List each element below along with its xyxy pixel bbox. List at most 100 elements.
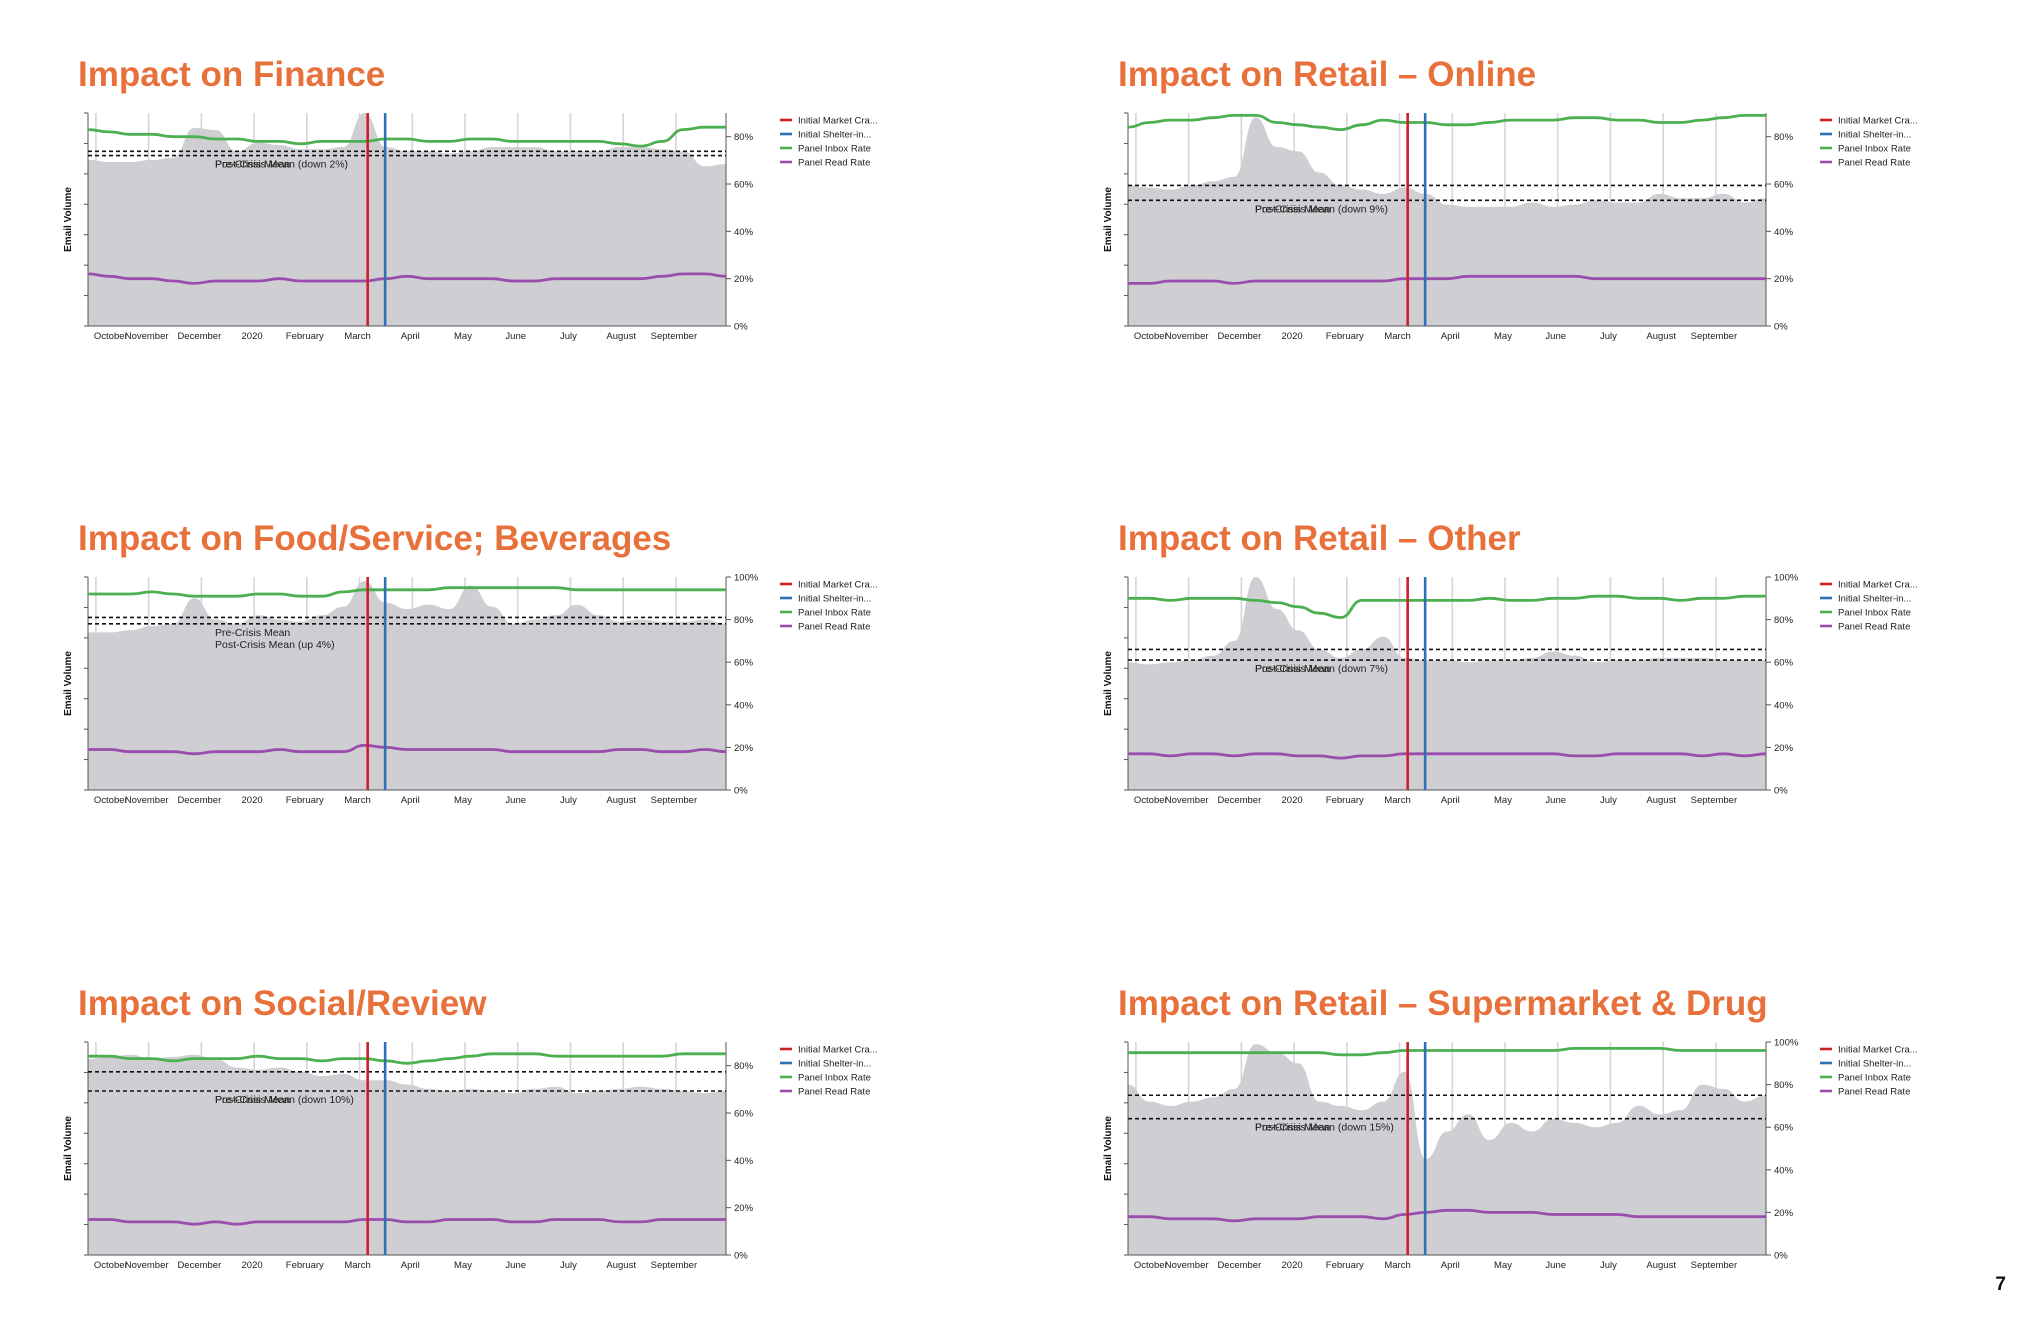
- chart-svg: Email Volume 80% 60% 40% 20% 0% OctoberNovembe…: [63, 1041, 878, 1271]
- x-tick-label: March: [344, 1260, 370, 1271]
- y2-tick-label: 60%: [1774, 658, 1794, 669]
- legend-label: Initial Market Cra...: [798, 116, 878, 127]
- email-volume-area: [1128, 117, 1766, 326]
- y-axis-label: Email Volume: [63, 1116, 74, 1181]
- x-tick-label: May: [454, 1260, 472, 1271]
- post-crisis-mean-label: Post-Crisis Mean (down 9%): [1255, 203, 1388, 215]
- y-axis-label: Email Volume: [1103, 1116, 1114, 1181]
- x-tick-label: July: [1600, 1260, 1617, 1271]
- y2-tick-label: 40%: [1774, 227, 1794, 238]
- legend-label: Panel Inbox Rate: [798, 1073, 871, 1084]
- x-tick-label: June: [1545, 331, 1566, 342]
- x-tick-label: September: [1691, 331, 1737, 342]
- post-crisis-mean-label: Post-Crisis Mean (down 15%): [1255, 1122, 1394, 1134]
- chart-panel-food-service: Impact on Food/Service; Beverages Email …: [63, 519, 978, 839]
- x-tick-label: 2020: [1282, 1260, 1303, 1271]
- chart-panel-social-review: Impact on Social/Review Email Volume 80% 6…: [63, 984, 978, 1304]
- x-tick-label: February: [1326, 331, 1364, 342]
- legend-label: Panel Read Rate: [798, 1087, 870, 1098]
- y2-tick-label: 80%: [734, 1061, 754, 1072]
- x-tick-label: August: [1646, 1260, 1676, 1271]
- y2-tick-label: 60%: [734, 658, 754, 669]
- pre-crisis-mean-label: Pre-Crisis Mean: [215, 627, 290, 639]
- x-tick-label: November: [1165, 331, 1209, 342]
- x-tick-label: November: [125, 331, 169, 342]
- x-tick-label: May: [454, 795, 472, 806]
- chart-svg: Email Volume 80% 60% 40% 20% 0% OctoberNovembe…: [63, 112, 878, 342]
- x-tick-label: October: [1134, 1260, 1168, 1271]
- x-tick-label: April: [401, 795, 420, 806]
- y2-tick-label: 40%: [734, 1156, 754, 1167]
- x-tick-label: July: [1600, 795, 1617, 806]
- x-tick-label: September: [651, 795, 697, 806]
- page-number: 7: [1995, 1274, 2006, 1295]
- legend-label: Initial Shelter-in...: [798, 1059, 871, 1070]
- x-tick-label: November: [1165, 795, 1209, 806]
- panel-inbox-rate-line: [1127, 1047, 1766, 1057]
- chart-svg: Email Volume 100% 80% 60% 40% 20% 0% OctoberNov…: [1103, 1038, 1918, 1272]
- chart-panel-retail-online: Impact on Retail – Online Email Volume 80…: [1103, 55, 2018, 375]
- y2-tick-label: 60%: [734, 180, 754, 191]
- x-tick-label: August: [606, 1260, 636, 1271]
- y2-tick-label: 40%: [1774, 700, 1794, 711]
- x-tick-label: June: [505, 1260, 526, 1271]
- y2-tick-label: 0%: [1774, 1251, 1788, 1262]
- panel-inbox-rate-line: [87, 586, 726, 598]
- legend-label: Panel Read Rate: [1838, 158, 1910, 169]
- x-tick-label: August: [1646, 331, 1676, 342]
- legend-label: Initial Shelter-in...: [1838, 594, 1911, 605]
- x-tick-label: May: [1494, 795, 1512, 806]
- legend-label: Initial Shelter-in...: [798, 594, 871, 605]
- x-tick-label: February: [286, 795, 324, 806]
- x-tick-label: August: [606, 331, 636, 342]
- chart-panel-finance: Impact on Finance Email Volume 80% 60% 40% 2…: [63, 55, 978, 375]
- y-axis-label: Email Volume: [1103, 187, 1114, 252]
- y-axis-label: Email Volume: [1103, 651, 1114, 716]
- post-crisis-mean-label: Post-Crisis Mean (down 10%): [215, 1094, 354, 1106]
- x-tick-label: December: [177, 331, 221, 342]
- y2-tick-label: 0%: [734, 322, 748, 333]
- chart-svg: Email Volume 80% 60% 40% 20% 0% OctoberNovembe…: [1103, 112, 1918, 342]
- x-tick-label: October: [94, 331, 128, 342]
- pre-crisis-mean-label: Pre-Crisis Mean: [1255, 663, 1330, 675]
- legend-label: Panel Inbox Rate: [798, 144, 871, 155]
- x-tick-label: February: [1326, 1260, 1364, 1271]
- chart-title: Impact on Finance: [78, 55, 386, 94]
- panel-read-rate-line: [88, 743, 727, 756]
- post-crisis-mean-label: Post-Crisis Mean (up 4%): [215, 639, 335, 651]
- x-tick-label: 2020: [242, 1260, 263, 1271]
- legend-label: Initial Shelter-in...: [1838, 1059, 1911, 1070]
- legend-label: Initial Market Cra...: [1838, 580, 1918, 591]
- y2-tick-label: 80%: [1774, 1080, 1794, 1091]
- y2-tick-label: 80%: [734, 615, 754, 626]
- panel-inbox-rate-line: [87, 125, 726, 148]
- legend-label: Panel Inbox Rate: [1838, 608, 1911, 619]
- y2-tick-label: 80%: [1774, 615, 1794, 626]
- legend-label: Initial Shelter-in...: [1838, 130, 1911, 141]
- x-tick-label: November: [125, 795, 169, 806]
- y2-tick-label: 20%: [1774, 1208, 1794, 1219]
- y2-tick-label: 20%: [1774, 274, 1794, 285]
- x-tick-label: March: [1384, 795, 1410, 806]
- x-tick-label: October: [1134, 331, 1168, 342]
- y2-tick-label: 20%: [734, 1203, 754, 1214]
- y2-tick-label: 60%: [734, 1109, 754, 1120]
- y2-tick-label: 20%: [734, 743, 754, 754]
- panel-inbox-rate-line: [1127, 114, 1766, 131]
- x-tick-label: October: [1134, 795, 1168, 806]
- y-axis-label: Email Volume: [63, 651, 74, 716]
- y2-tick-label: 100%: [1774, 573, 1799, 584]
- pre-crisis-mean-label: Pre-Crisis Mean: [215, 159, 290, 171]
- pre-crisis-mean-label: Pre-Crisis Mean: [1255, 203, 1330, 215]
- x-tick-label: June: [1545, 1260, 1566, 1271]
- x-tick-label: September: [1691, 795, 1737, 806]
- y2-tick-label: 80%: [1774, 132, 1794, 143]
- x-tick-label: December: [177, 795, 221, 806]
- y2-tick-label: 0%: [1774, 322, 1788, 333]
- post-crisis-mean-label: Post-Crisis Mean (down 7%): [1255, 663, 1388, 675]
- y2-tick-label: 0%: [1774, 786, 1788, 797]
- x-tick-label: February: [1326, 795, 1364, 806]
- legend-label: Panel Read Rate: [1838, 1087, 1910, 1098]
- x-tick-label: August: [606, 795, 636, 806]
- post-crisis-mean-label: Post-Crisis Mean (down 2%): [215, 159, 348, 171]
